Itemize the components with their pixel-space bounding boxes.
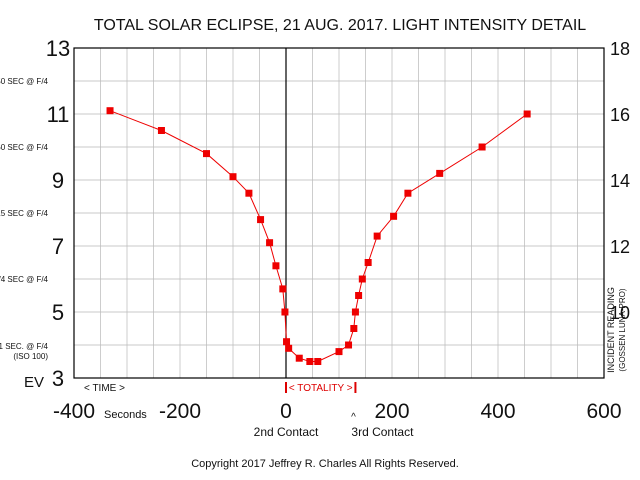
x-tick-label: 600 (586, 400, 621, 423)
data-point (404, 189, 412, 197)
right-tick-label: 14 (610, 171, 630, 191)
data-point (295, 354, 303, 362)
data-point (351, 308, 359, 316)
exposure-label: 1/60 SEC @ F/4 (0, 143, 49, 152)
grid (74, 48, 604, 378)
data-point (436, 169, 444, 177)
totality-label: < TOTALITY > (289, 383, 353, 394)
data-point (279, 285, 287, 293)
data-point (257, 216, 265, 224)
data-point (345, 341, 353, 349)
series-points (106, 107, 531, 365)
data-point (390, 212, 398, 220)
data-point (358, 275, 366, 283)
data-point (350, 325, 358, 332)
left-tick-label: 3 (52, 366, 64, 391)
right-tick-label: 16 (610, 105, 630, 125)
second-contact-label: 2nd Contact (254, 425, 319, 439)
copyright-text: Copyright 2017 Jeffrey R. Charles All Ri… (191, 458, 459, 470)
data-point (281, 308, 289, 316)
data-point (523, 110, 531, 118)
right-axis-title-main: INCIDENT READING (606, 287, 616, 373)
x-axis-tick-labels: -400 -200 0 200 400 600 (53, 400, 622, 423)
chart-title: TOTAL SOLAR ECLIPSE, 21 AUG. 2017. LIGHT… (94, 17, 586, 34)
data-point (306, 358, 314, 365)
plot-frame (73, 47, 605, 379)
exposure-label: 1/4 SEC @ F/4 (0, 275, 49, 284)
data-point (364, 259, 372, 266)
right-tick-label: 10 (610, 303, 630, 323)
left-tick-label: 11 (47, 102, 70, 127)
exposure-labels: 1/250 SEC @ F/4 1/60 SEC @ F/4 1/15 SEC @ … (0, 77, 49, 361)
exposure-label: (ISO 100) (13, 352, 48, 361)
time-annotation: < TIME > (84, 383, 125, 394)
left-tick-label: 9 (52, 168, 64, 193)
x-tick-label: 0 (280, 400, 292, 423)
data-point (478, 143, 486, 151)
left-tick-label: 7 (52, 234, 64, 259)
right-tick-label: 12 (610, 237, 630, 257)
data-point (106, 107, 114, 115)
third-contact-label: 3rd Contact (351, 425, 414, 439)
data-point (272, 262, 280, 270)
exposure-label: 1/15 SEC @ F/4 (0, 209, 49, 218)
data-point (283, 338, 291, 346)
left-axis-tick-labels: 5 7 9 11 13 3 (46, 36, 70, 391)
series-line (109, 110, 528, 362)
data-point (245, 189, 253, 197)
series-layer (106, 107, 531, 365)
right-axis-title-sub: (GOSSEN LUNA-PRO) (618, 288, 627, 371)
x-tick-label: -400 (53, 400, 95, 423)
data-point (229, 173, 237, 181)
data-point (203, 150, 210, 158)
data-point (373, 232, 381, 240)
totality-annotation-group: < TOTALITY > (285, 382, 357, 394)
left-tick-label: 5 (52, 300, 64, 325)
right-axis-title: INCIDENT READING (GOSSEN LUNA-PRO) (606, 287, 627, 373)
x-tick-label: 400 (480, 400, 515, 423)
x-tick-label: -200 (159, 400, 201, 423)
exposure-label: 1 SEC. @ F/4 (0, 342, 49, 351)
x-tick-label: 200 (374, 400, 409, 423)
data-point (157, 127, 165, 134)
exposure-label: 1/250 SEC @ F/4 (0, 77, 49, 86)
right-axis-tick-labels: 10 12 14 16 18 (610, 39, 630, 323)
x-axis-unit: Seconds (104, 409, 147, 421)
data-point (355, 292, 363, 299)
data-point (314, 358, 322, 365)
left-axis-unit: EV (24, 374, 44, 391)
left-tick-label: 13 (46, 36, 70, 61)
data-point (285, 344, 293, 352)
data-point (266, 239, 274, 247)
right-tick-label: 18 (610, 39, 630, 59)
third-contact-caret: ^ (351, 412, 356, 423)
data-point (335, 348, 343, 356)
